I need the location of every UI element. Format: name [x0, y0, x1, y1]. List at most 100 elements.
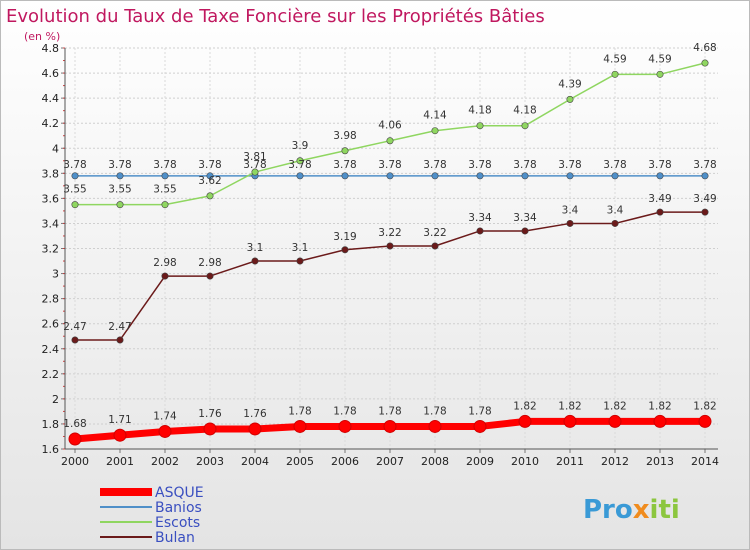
- series-point-bulan: [611, 219, 619, 227]
- x-tick-label: 2008: [421, 455, 449, 468]
- data-label-banios: 3.78: [648, 159, 671, 171]
- data-label-bulan: 2.47: [63, 321, 86, 333]
- y-tick-label: 3.4: [42, 217, 60, 230]
- data-label-asque: 1.78: [423, 405, 446, 417]
- data-label-bulan: 3.19: [333, 231, 356, 243]
- series-point-escots: [161, 201, 169, 209]
- data-label-bulan: 2.98: [153, 257, 176, 269]
- series-point-bulan: [206, 272, 214, 280]
- series-point-bulan: [386, 242, 394, 250]
- chart-subtitle: (en %): [24, 30, 60, 43]
- series-point-asque: [338, 419, 352, 433]
- series-point-bulan: [116, 336, 124, 344]
- series-point-escots: [386, 137, 394, 145]
- y-tick-label: 3.8: [42, 167, 60, 180]
- series-point-banios: [701, 172, 709, 180]
- series-point-asque: [473, 419, 487, 433]
- data-label-banios: 3.78: [108, 159, 131, 171]
- data-label-escots: 4.59: [603, 53, 626, 65]
- series-point-escots: [611, 70, 619, 78]
- data-label-banios: 3.78: [288, 159, 311, 171]
- series-point-escots: [656, 70, 664, 78]
- x-tick-label: 2002: [151, 455, 179, 468]
- data-label-bulan: 3.1: [292, 242, 309, 254]
- series-point-banios: [476, 172, 484, 180]
- data-label-asque: 1.78: [333, 405, 356, 417]
- y-tick-label: 4: [52, 142, 59, 155]
- data-label-escots: 3.55: [153, 184, 176, 196]
- data-label-escots: 3.55: [108, 184, 131, 196]
- data-label-escots: 4.18: [513, 105, 536, 117]
- data-label-banios: 3.78: [468, 159, 491, 171]
- y-tick-label: 3: [52, 268, 59, 281]
- series-point-asque: [203, 422, 217, 436]
- data-label-asque: 1.82: [558, 400, 581, 412]
- x-tick-label: 2006: [331, 455, 359, 468]
- x-tick-label: 2013: [646, 455, 674, 468]
- series-point-bulan: [656, 208, 664, 216]
- x-tick-label: 2001: [106, 455, 134, 468]
- data-label-escots: 3.98: [333, 130, 356, 142]
- data-label-escots: 3.62: [198, 175, 221, 187]
- data-label-escots: 3.81: [243, 151, 266, 163]
- series-point-bulan: [341, 246, 349, 254]
- series-point-escots: [116, 201, 124, 209]
- y-tick-label: 4.2: [42, 117, 60, 130]
- series-point-asque: [68, 432, 82, 446]
- logo-part-pro: Pro: [583, 495, 633, 525]
- data-label-bulan: 3.1: [247, 242, 264, 254]
- data-label-asque: 1.68: [63, 418, 86, 430]
- series-point-escots: [341, 147, 349, 155]
- x-tick-label: 2009: [466, 455, 494, 468]
- series-point-asque: [518, 414, 532, 428]
- series-point-bulan: [161, 272, 169, 280]
- series-point-escots: [251, 168, 259, 176]
- series-point-escots: [296, 157, 304, 165]
- series-point-asque: [113, 428, 127, 442]
- y-tick-label: 2.6: [42, 318, 60, 331]
- proxiti-logo: Proxiti: [583, 495, 680, 525]
- series-point-asque: [383, 419, 397, 433]
- series-point-escots: [521, 122, 529, 130]
- x-tick-label: 2005: [286, 455, 314, 468]
- y-tick-label: 4.8: [42, 42, 60, 55]
- series-point-bulan: [521, 227, 529, 235]
- data-label-escots: 4.06: [378, 120, 402, 132]
- y-tick-label: 4.6: [42, 67, 60, 80]
- data-label-bulan: 2.47: [108, 321, 131, 333]
- data-label-banios: 3.78: [198, 159, 221, 171]
- data-label-bulan: 3.49: [693, 193, 716, 205]
- y-tick-label: 3.6: [42, 192, 60, 205]
- y-tick-label: 3.2: [42, 243, 60, 256]
- series-point-asque: [248, 422, 262, 436]
- data-label-asque: 1.76: [243, 408, 267, 420]
- series-point-bulan: [71, 336, 79, 344]
- data-label-bulan: 3.4: [607, 204, 624, 216]
- data-label-bulan: 3.34: [513, 212, 537, 224]
- chart-title: Evolution du Taux de Taxe Foncière sur l…: [6, 6, 545, 27]
- logo-part-x: x: [633, 495, 650, 525]
- series-point-banios: [116, 172, 124, 180]
- series-point-escots: [566, 95, 574, 103]
- data-label-banios: 3.78: [63, 159, 86, 171]
- data-label-escots: 3.55: [63, 184, 86, 196]
- series-point-banios: [161, 172, 169, 180]
- series-point-escots: [71, 201, 79, 209]
- series-point-banios: [386, 172, 394, 180]
- legend-label-bulan: Bulan: [155, 530, 195, 546]
- series-point-banios: [341, 172, 349, 180]
- data-label-asque: 1.76: [198, 408, 222, 420]
- data-label-banios: 3.78: [153, 159, 176, 171]
- series-point-banios: [71, 172, 79, 180]
- x-tick-label: 2010: [511, 455, 539, 468]
- data-label-banios: 3.78: [693, 159, 716, 171]
- y-tick-label: 2.2: [42, 368, 60, 381]
- data-label-bulan: 3.49: [648, 193, 671, 205]
- series-point-asque: [563, 414, 577, 428]
- series-point-bulan: [476, 227, 484, 235]
- data-label-asque: 1.82: [693, 400, 716, 412]
- series-point-bulan: [251, 257, 259, 265]
